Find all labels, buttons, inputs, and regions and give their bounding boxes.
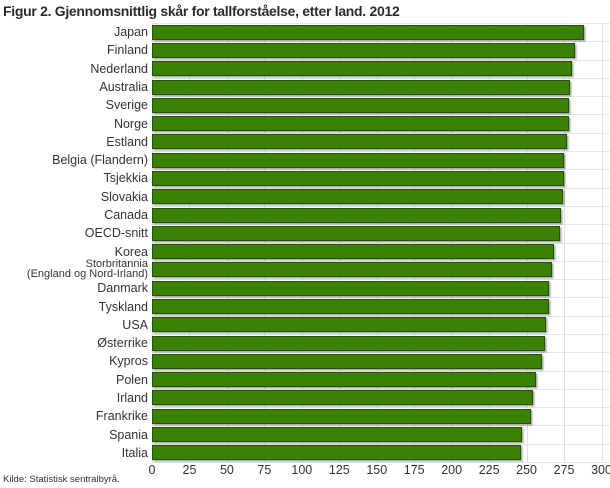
bar bbox=[152, 445, 521, 461]
x-tick-label: 75 bbox=[257, 463, 272, 477]
bar bbox=[152, 225, 560, 241]
x-tick-label: 100 bbox=[291, 463, 313, 477]
plot-area: Japan Finland Nederland Australia Sverige Nor… bbox=[0, 23, 610, 463]
category-label: Nederland bbox=[90, 61, 148, 76]
horizontal-gridline bbox=[152, 242, 610, 244]
bar bbox=[152, 262, 553, 278]
horizontal-gridline bbox=[152, 41, 610, 43]
category-label: Tyskland bbox=[98, 299, 148, 314]
horizontal-gridline bbox=[152, 333, 610, 335]
bar bbox=[152, 97, 569, 113]
category-label-line: Storbritannia bbox=[85, 258, 148, 271]
category-label: Tsjekkia bbox=[103, 171, 148, 186]
category-label: Australia bbox=[99, 80, 148, 95]
horizontal-gridline bbox=[152, 151, 610, 153]
category-label: Estland bbox=[106, 134, 148, 149]
bar bbox=[152, 353, 542, 369]
bar bbox=[152, 408, 532, 424]
bar bbox=[152, 335, 545, 351]
x-tick-label: 150 bbox=[366, 463, 388, 477]
category-label: Belgia (Flandern) bbox=[52, 153, 148, 168]
x-tick-label: 225 bbox=[478, 463, 500, 477]
horizontal-gridline bbox=[152, 77, 610, 79]
horizontal-gridline bbox=[152, 59, 610, 61]
x-axis: 0 25 50 75 100 125 150 175 200 225 250 275 300 bbox=[148, 463, 610, 478]
category-label: USA bbox=[122, 317, 148, 332]
horizontal-gridline bbox=[152, 279, 610, 281]
category-label: Storbritannia (England og Nord-Irland) bbox=[0, 258, 148, 280]
horizontal-gridline bbox=[152, 425, 610, 427]
bar bbox=[152, 42, 575, 58]
category-label: Italia bbox=[121, 445, 148, 460]
bar bbox=[152, 299, 550, 315]
category-label: Korea bbox=[114, 244, 148, 259]
x-tick-label: 250 bbox=[516, 463, 538, 477]
bar bbox=[152, 207, 562, 223]
x-tick-label: 25 bbox=[182, 463, 197, 477]
x-tick-label: 200 bbox=[441, 463, 463, 477]
category-label: Frankrike bbox=[95, 409, 148, 424]
x-tick-label: 0 bbox=[148, 463, 156, 477]
horizontal-gridline bbox=[152, 443, 610, 445]
bar bbox=[152, 170, 565, 186]
bar bbox=[152, 317, 547, 333]
bar bbox=[152, 390, 533, 406]
x-tick-label: 50 bbox=[219, 463, 234, 477]
bar bbox=[152, 24, 584, 40]
bar bbox=[152, 427, 523, 443]
bar bbox=[152, 79, 571, 95]
horizontal-gridline bbox=[152, 297, 610, 299]
category-label: Østerrike bbox=[97, 336, 148, 351]
horizontal-gridline bbox=[152, 114, 610, 116]
category-label: Japan bbox=[113, 25, 148, 40]
category-label: Finland bbox=[107, 43, 148, 58]
horizontal-gridline bbox=[152, 187, 610, 189]
x-tick-label: 175 bbox=[403, 463, 425, 477]
horizontal-gridline bbox=[152, 132, 610, 134]
bar bbox=[152, 61, 572, 77]
bar bbox=[152, 152, 565, 168]
horizontal-gridline bbox=[152, 23, 610, 24]
horizontal-gridline bbox=[152, 388, 610, 390]
category-label-line: (England og Nord-Irland) bbox=[26, 267, 148, 280]
category-label: Spania bbox=[109, 427, 148, 442]
category-label: OECD-snitt bbox=[84, 226, 148, 241]
category-label: Irland bbox=[116, 390, 148, 405]
horizontal-gridline bbox=[152, 169, 610, 171]
horizontal-gridline bbox=[152, 462, 610, 463]
bar bbox=[152, 244, 554, 260]
bar bbox=[152, 372, 536, 388]
category-label: Canada bbox=[104, 208, 148, 223]
source-note: Kilde: Statistisk sentralbyrå. bbox=[3, 474, 120, 485]
bar bbox=[152, 116, 569, 132]
category-label: Norge bbox=[113, 116, 148, 131]
x-tick-label: 300 bbox=[591, 463, 610, 477]
horizontal-gridline bbox=[152, 205, 610, 207]
bar bbox=[152, 134, 568, 150]
bar bbox=[152, 189, 563, 205]
horizontal-gridline bbox=[152, 315, 610, 317]
category-label: Sverige bbox=[105, 98, 148, 113]
horizontal-gridline bbox=[152, 370, 610, 372]
horizontal-gridline bbox=[152, 352, 610, 354]
category-label: Kypros bbox=[109, 354, 148, 369]
horizontal-gridline bbox=[152, 260, 610, 262]
figure-title: Figur 2. Gjennomsnittlig skår for tallfo… bbox=[3, 3, 400, 19]
category-label: Slovakia bbox=[100, 189, 148, 204]
x-tick-label: 275 bbox=[553, 463, 575, 477]
horizontal-gridline bbox=[152, 407, 610, 409]
bar bbox=[152, 280, 550, 296]
horizontal-gridline bbox=[152, 96, 610, 98]
category-label: Polen bbox=[116, 372, 148, 387]
category-label: Danmark bbox=[97, 281, 148, 296]
horizontal-gridline bbox=[152, 224, 610, 226]
x-tick-label: 125 bbox=[328, 463, 350, 477]
